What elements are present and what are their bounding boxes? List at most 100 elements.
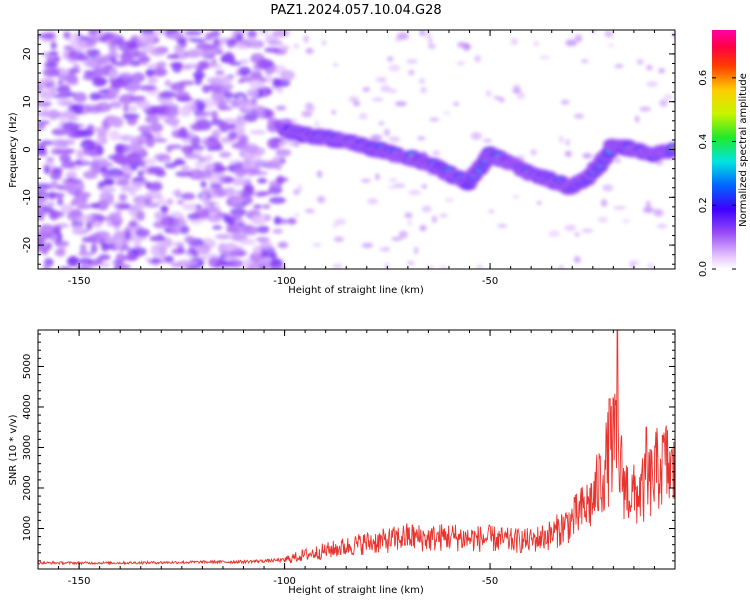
noise-blob xyxy=(122,244,130,251)
noise-blob xyxy=(256,236,270,243)
noise-blob xyxy=(49,180,59,190)
noise-blob xyxy=(166,31,184,40)
noise-blob xyxy=(82,59,99,67)
noise-blob xyxy=(85,49,92,56)
spectrogram-x-axis-label: Height of straight line (km) xyxy=(288,285,424,296)
noise-blob xyxy=(145,68,155,77)
noise-blob xyxy=(244,184,255,194)
noise-blob xyxy=(564,150,572,158)
noise-blob xyxy=(194,74,203,86)
figure-title: PAZ1.2024.057.10.04.G28 xyxy=(270,3,441,18)
noise-blob xyxy=(98,129,109,134)
noise-blob xyxy=(213,49,224,55)
noise-blob xyxy=(184,153,202,160)
noise-blob xyxy=(602,184,614,192)
noise-blob xyxy=(227,259,244,268)
noise-blob xyxy=(132,135,147,142)
noise-blob xyxy=(159,205,169,212)
y-tick-label: 4000 xyxy=(22,394,33,419)
colorbar-label: Normalized spectral amplitude xyxy=(738,73,749,227)
snr-x-axis-label: Height of straight line (km) xyxy=(288,585,424,596)
noise-blob xyxy=(51,166,63,174)
noise-blob xyxy=(114,143,124,154)
noise-blob xyxy=(417,136,426,140)
noise-blob xyxy=(193,209,210,219)
noise-blob xyxy=(139,84,157,92)
noise-blob xyxy=(226,226,244,234)
noise-blob xyxy=(333,236,344,242)
noise-blob xyxy=(303,34,309,43)
noise-blob xyxy=(53,93,70,99)
noise-blob xyxy=(272,30,290,38)
noise-blob xyxy=(316,195,326,204)
noise-blob xyxy=(38,224,56,235)
noise-blob xyxy=(646,64,653,71)
noise-blob xyxy=(156,241,175,247)
snr-panel: -150 -100 -50 1000 2000 3000 4000 5000 Height o… xyxy=(8,329,676,596)
noise-blob xyxy=(378,247,384,252)
noise-blob xyxy=(201,84,211,94)
noise-blob xyxy=(138,33,156,44)
noise-blob xyxy=(137,99,151,110)
noise-blob xyxy=(194,246,209,253)
noise-blob xyxy=(144,181,152,189)
noise-blob xyxy=(493,96,501,100)
noise-blob xyxy=(275,148,292,157)
noise-blob xyxy=(249,79,265,89)
noise-blob xyxy=(231,197,244,206)
noise-blob xyxy=(45,156,55,163)
noise-blob xyxy=(143,158,157,165)
noise-blob xyxy=(427,43,436,50)
noise-blob xyxy=(639,106,651,112)
noise-blob xyxy=(476,264,483,269)
noise-blob xyxy=(348,96,359,103)
noise-blob xyxy=(126,116,138,126)
noise-blob xyxy=(164,162,177,169)
noise-blob xyxy=(334,218,347,226)
noise-blob xyxy=(236,33,244,42)
noise-blob xyxy=(187,248,196,254)
noise-blob xyxy=(90,243,98,254)
noise-blob xyxy=(89,92,101,101)
noise-blob xyxy=(573,34,583,42)
noise-blob xyxy=(187,49,201,59)
noise-blob xyxy=(83,70,95,76)
noise-blob xyxy=(263,75,273,83)
noise-blob xyxy=(56,85,71,95)
noise-blob xyxy=(144,115,159,124)
noise-blob xyxy=(237,96,244,102)
noise-blob xyxy=(180,165,191,171)
noise-blob xyxy=(70,208,83,218)
noise-blob xyxy=(156,61,167,69)
noise-blob xyxy=(160,215,175,226)
noise-blob xyxy=(597,216,608,223)
noise-blob xyxy=(622,218,630,224)
noise-blob xyxy=(215,69,225,76)
noise-blob xyxy=(164,255,174,263)
noise-blob xyxy=(144,133,155,143)
noise-blob xyxy=(280,70,295,81)
noise-blob xyxy=(380,85,391,93)
noise-blob xyxy=(75,266,94,269)
noise-blob xyxy=(157,199,169,206)
noise-blob xyxy=(256,225,270,234)
noise-blob xyxy=(179,106,192,117)
noise-blob xyxy=(223,91,234,99)
noise-blob xyxy=(647,263,654,269)
noise-blob xyxy=(474,54,481,63)
noise-blob xyxy=(250,97,258,107)
noise-blob xyxy=(565,138,570,147)
noise-blob xyxy=(414,246,419,255)
noise-blob xyxy=(85,219,93,231)
noise-blob xyxy=(45,201,56,207)
noise-blob xyxy=(38,101,50,107)
noise-blob xyxy=(184,63,200,69)
noise-blob xyxy=(613,205,619,211)
noise-blob xyxy=(293,43,300,49)
noise-blob xyxy=(574,256,581,264)
noise-blob xyxy=(53,225,62,231)
noise-blob xyxy=(408,189,421,196)
noise-blob xyxy=(388,178,398,182)
